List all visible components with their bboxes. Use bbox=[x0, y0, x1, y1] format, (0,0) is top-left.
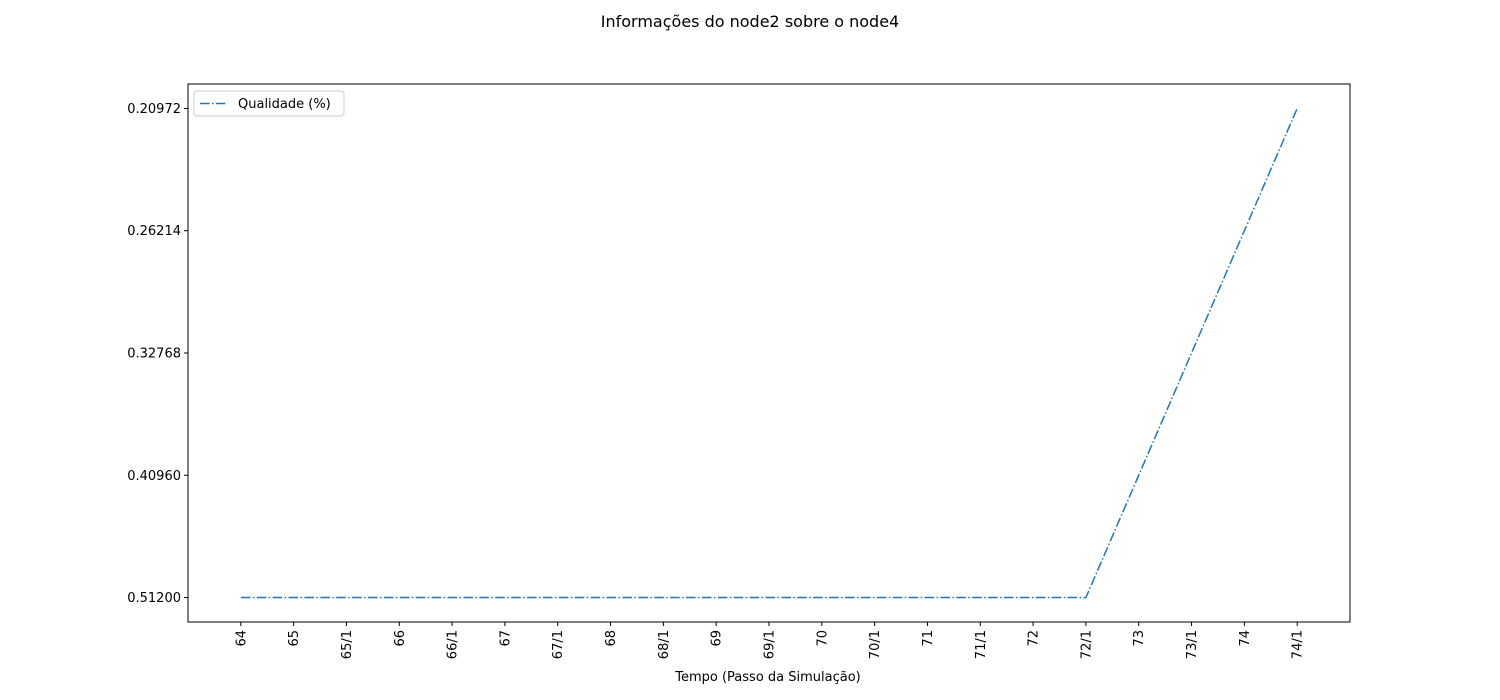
x-tick-label: 69/1 bbox=[763, 630, 778, 659]
x-tick-label: 65/1 bbox=[340, 630, 355, 659]
x-tick-label: 72 bbox=[1027, 630, 1042, 647]
y-tick-label: 0.26214 bbox=[127, 224, 181, 239]
x-tick-label: 74 bbox=[1238, 630, 1253, 647]
x-tick-label: 65 bbox=[287, 630, 302, 647]
x-tick-label: 72/1 bbox=[1079, 630, 1094, 659]
x-axis-label: Tempo (Passo da Simulação) bbox=[674, 670, 861, 685]
x-tick-label: 73 bbox=[1132, 630, 1147, 647]
plot-frame bbox=[187, 83, 1351, 623]
x-tick-label: 66 bbox=[393, 630, 408, 647]
legend-box bbox=[193, 90, 345, 117]
x-tick-label: 67 bbox=[498, 630, 513, 647]
x-tick-label: 71/1 bbox=[974, 630, 989, 659]
chart-title: Informações do node2 sobre o node4 bbox=[601, 12, 899, 31]
y-tick-label: 0.32768 bbox=[127, 347, 181, 362]
y-tick-label: 0.40960 bbox=[127, 469, 181, 484]
x-tick-label: 68 bbox=[604, 630, 619, 647]
x-tick-label: 70 bbox=[815, 630, 830, 647]
x-tick-label: 68/1 bbox=[657, 630, 672, 659]
legend-label: Qualidade (%) bbox=[238, 97, 331, 112]
x-tick-label: 71 bbox=[921, 630, 936, 647]
x-tick-label: 64 bbox=[234, 630, 249, 647]
y-tick-label: 0.51200 bbox=[127, 591, 181, 606]
x-tick-label: 73/1 bbox=[1185, 630, 1200, 659]
x-tick-label: 67/1 bbox=[551, 630, 566, 659]
series-line bbox=[240, 108, 1298, 599]
x-tick-label: 70/1 bbox=[868, 630, 883, 659]
y-tick-label: 0.20972 bbox=[127, 102, 181, 117]
x-tick-label: 74/1 bbox=[1291, 630, 1306, 659]
x-tick-label: 66/1 bbox=[446, 630, 461, 659]
x-tick-label: 69 bbox=[710, 630, 725, 647]
